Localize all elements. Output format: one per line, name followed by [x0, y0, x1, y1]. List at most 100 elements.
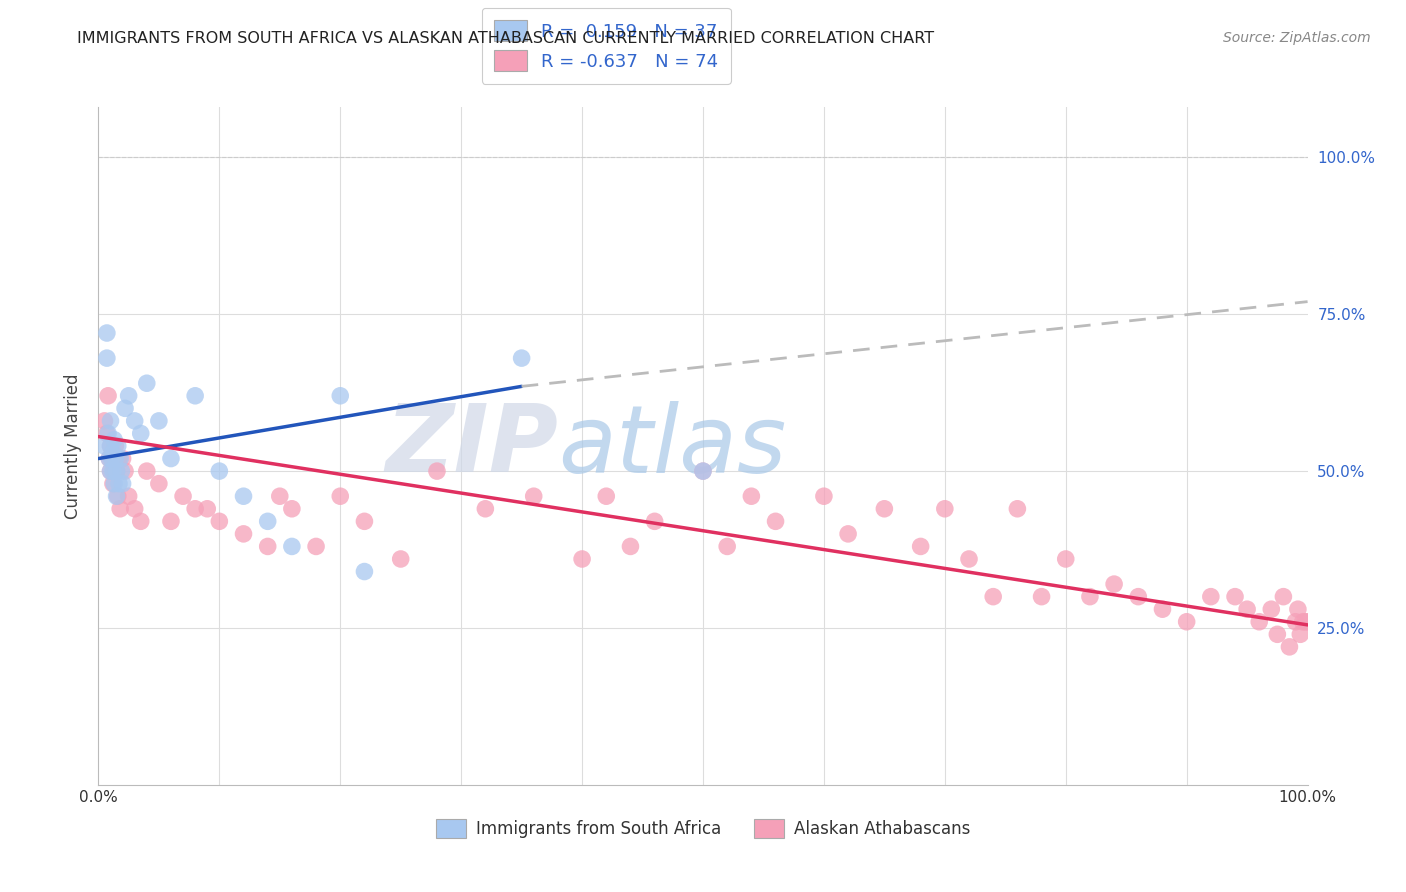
Point [148, 476, 170, 491]
Point [523, 489, 546, 503]
Point [96, 326, 118, 340]
Point [1296, 615, 1319, 629]
Point [232, 489, 254, 503]
Point [619, 540, 641, 554]
Point [108, 451, 131, 466]
Point [105, 464, 128, 478]
Text: ZIP: ZIP [385, 400, 558, 492]
Point [135, 464, 157, 478]
Point [98, 451, 121, 466]
Point [111, 476, 134, 491]
Point [1236, 602, 1258, 616]
Point [195, 501, 218, 516]
Legend: Immigrants from South Africa, Alaskan Athabascans: Immigrants from South Africa, Alaskan At… [429, 812, 977, 845]
Point [281, 540, 304, 554]
Point [957, 552, 980, 566]
Point [740, 489, 762, 503]
Point [107, 489, 129, 503]
Point [100, 464, 122, 478]
Point [96, 426, 118, 441]
Point [910, 540, 932, 554]
Point [873, 501, 896, 516]
Point [93, 414, 115, 428]
Point [1294, 615, 1316, 629]
Point [97, 389, 120, 403]
Point [129, 514, 152, 528]
Point [1249, 615, 1271, 629]
Point [1078, 590, 1101, 604]
Point [148, 414, 170, 428]
Point [256, 540, 278, 554]
Point [1054, 552, 1077, 566]
Point [716, 540, 738, 554]
Point [107, 439, 129, 453]
Point [1278, 640, 1301, 654]
Point [110, 464, 132, 478]
Point [108, 501, 131, 516]
Point [100, 439, 122, 453]
Point [100, 439, 122, 453]
Point [595, 489, 617, 503]
Point [100, 451, 122, 466]
Point [105, 464, 128, 478]
Point [1199, 590, 1222, 604]
Point [96, 351, 118, 365]
Point [108, 476, 131, 491]
Point [981, 590, 1004, 604]
Point [329, 389, 352, 403]
Point [1128, 590, 1150, 604]
Point [172, 489, 194, 503]
Point [644, 514, 666, 528]
Point [100, 451, 122, 466]
Point [114, 401, 136, 416]
Point [184, 501, 207, 516]
Point [510, 351, 533, 365]
Point [1007, 501, 1029, 516]
Point [692, 464, 714, 478]
Point [100, 414, 122, 428]
Point [97, 426, 120, 441]
Point [837, 527, 859, 541]
Point [124, 501, 146, 516]
Point [281, 501, 304, 516]
Point [108, 451, 131, 466]
Point [103, 433, 125, 447]
Point [1102, 577, 1125, 591]
Point [101, 445, 124, 459]
Point [118, 389, 141, 403]
Text: IMMIGRANTS FROM SOUTH AFRICA VS ALASKAN ATHABASCAN CURRENTLY MARRIED CORRELATION: IMMIGRANTS FROM SOUTH AFRICA VS ALASKAN … [77, 31, 935, 46]
Point [353, 514, 375, 528]
Point [160, 451, 183, 466]
Point [1292, 615, 1315, 629]
Point [101, 476, 124, 491]
Point [103, 464, 125, 478]
Point [1272, 590, 1295, 604]
Point [129, 426, 152, 441]
Point [1152, 602, 1174, 616]
Point [269, 489, 291, 503]
Point [1267, 627, 1289, 641]
Point [111, 451, 134, 466]
Text: Source: ZipAtlas.com: Source: ZipAtlas.com [1223, 31, 1371, 45]
Point [1284, 615, 1306, 629]
Point [103, 476, 125, 491]
Point [1031, 590, 1053, 604]
Point [104, 451, 127, 466]
Point [105, 489, 128, 503]
Point [1286, 602, 1309, 616]
Point [184, 389, 207, 403]
Point [426, 464, 449, 478]
Point [98, 451, 121, 466]
Point [329, 489, 352, 503]
Point [114, 464, 136, 478]
Y-axis label: Currently Married: Currently Married [65, 373, 83, 519]
Point [208, 464, 231, 478]
Point [232, 527, 254, 541]
Point [93, 439, 115, 453]
Point [1175, 615, 1198, 629]
Point [389, 552, 412, 566]
Point [160, 514, 183, 528]
Point [813, 489, 835, 503]
Point [1289, 627, 1312, 641]
Point [305, 540, 328, 554]
